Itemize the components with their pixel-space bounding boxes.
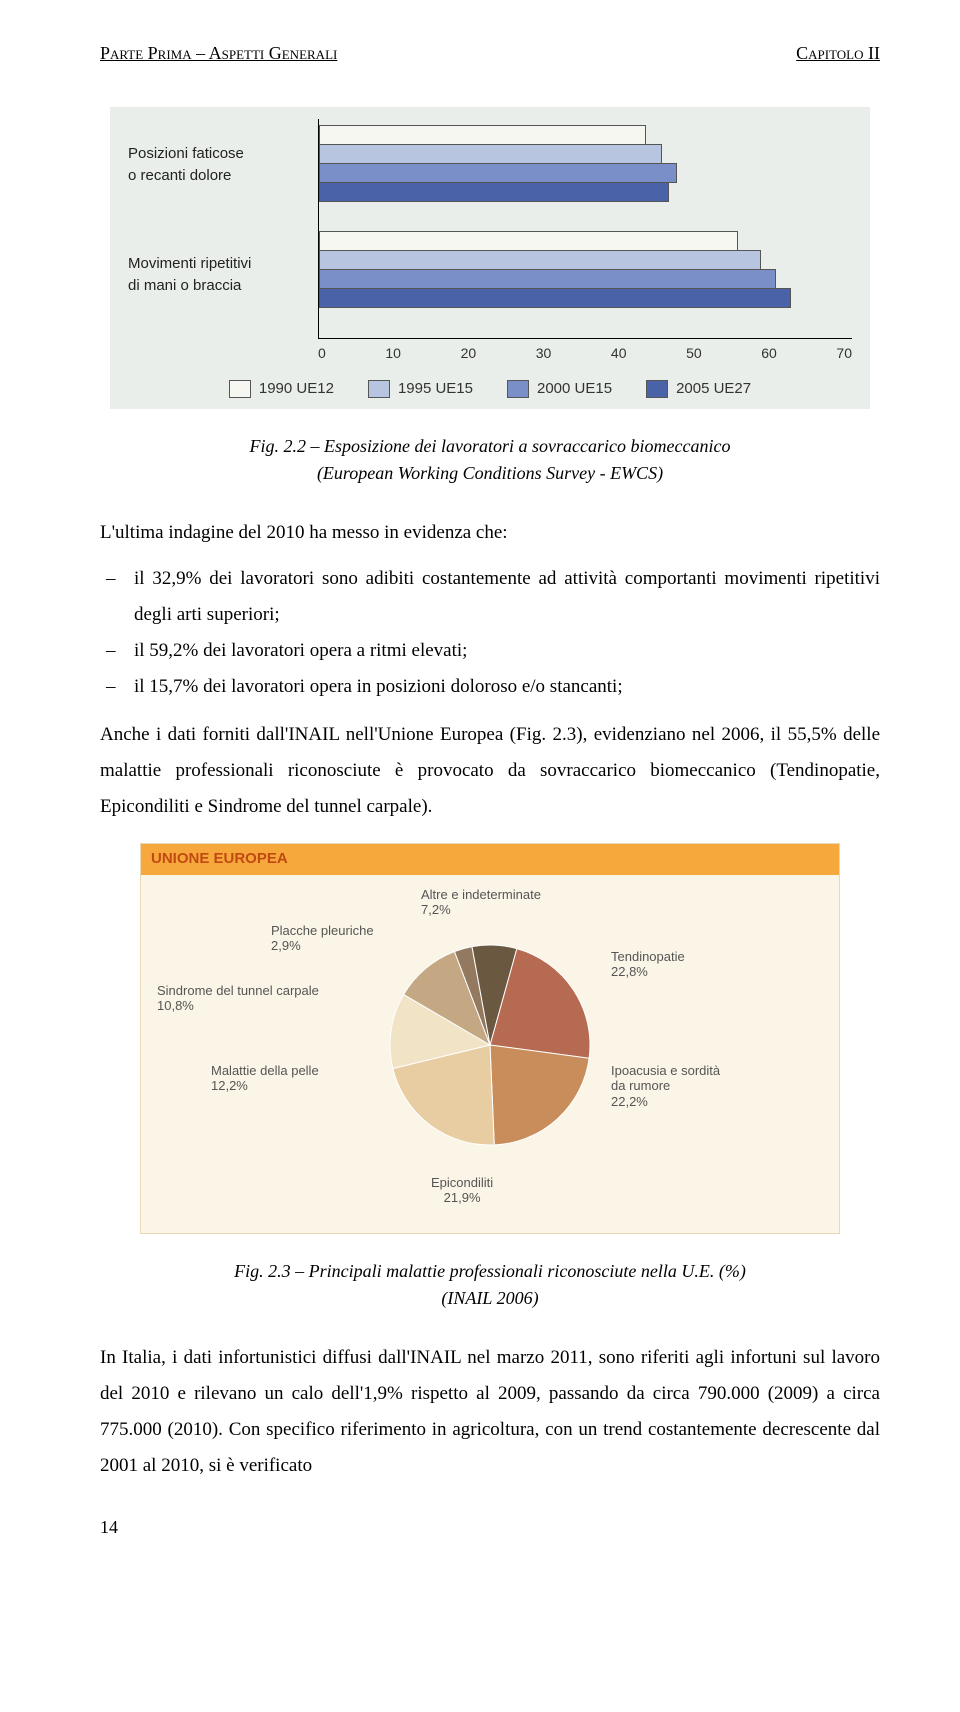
pie-slice-name: Sindrome del tunnel carpale	[157, 983, 319, 999]
pie-slice-pct: 21,9%	[431, 1190, 493, 1206]
x-tick-label: 30	[536, 343, 552, 364]
legend-swatch	[368, 380, 390, 398]
pie-slice-name: Altre e indeterminate	[421, 887, 541, 903]
legend-item: 2005 UE27	[646, 378, 751, 401]
bullet-item: il 59,2% dei lavoratori opera a ritmi el…	[100, 633, 880, 669]
legend-item: 1995 UE15	[368, 378, 473, 401]
fig1-line1: Fig. 2.2 – Esposizione dei lavoratori a …	[250, 436, 731, 456]
bar	[319, 125, 646, 145]
bar	[319, 250, 761, 270]
x-tick-label: 0	[318, 343, 326, 364]
pie-slice-name: Tendinopatie	[611, 949, 685, 965]
pie-slice-pct: 22,2%	[611, 1094, 720, 1110]
paragraph-intro: L'ultima indagine del 2010 ha messo in e…	[100, 515, 880, 551]
pie-slice-label: Altre e indeterminate7,2%	[421, 887, 541, 918]
pie-slice-label: Epicondiliti21,9%	[431, 1175, 493, 1206]
legend-label: 1995 UE15	[398, 378, 473, 401]
pie-svg	[380, 935, 600, 1155]
pie-slice-pct: 2,9%	[271, 938, 374, 954]
pie-chart: UNIONE EUROPEA Tendinopatie22,8% Ipoacusi…	[140, 843, 840, 1234]
bar-chart: Posizioni faticose o recanti dolore Movim…	[110, 107, 870, 409]
pie-slice-name: Epicondiliti	[431, 1175, 493, 1191]
legend-item: 1990 UE12	[229, 378, 334, 401]
bar-group	[319, 119, 852, 207]
x-tick-label: 60	[761, 343, 777, 364]
header-right: Capitolo II	[796, 40, 880, 67]
legend-item: 2000 UE15	[507, 378, 612, 401]
legend-label: 2000 UE15	[537, 378, 612, 401]
bar	[319, 163, 677, 183]
x-tick-label: 70	[836, 343, 852, 364]
pie-slice-label: Ipoacusia e sordità da rumore22,2%	[611, 1063, 720, 1110]
pie-slice	[490, 1045, 589, 1145]
figure-caption-1: Fig. 2.2 – Esposizione dei lavoratori a …	[100, 433, 880, 487]
pie-slice-label: Sindrome del tunnel carpale10,8%	[157, 983, 319, 1014]
x-tick-label: 40	[611, 343, 627, 364]
bullet-item: il 15,7% dei lavoratori opera in posizio…	[100, 669, 880, 705]
pie-slice-pct: 7,2%	[421, 902, 541, 918]
pie-slice-pct: 22,8%	[611, 964, 685, 980]
bar-group	[319, 225, 852, 313]
bullet-list: il 32,9% dei lavoratori sono adibiti cos…	[100, 561, 880, 705]
legend-label: 1990 UE12	[259, 378, 334, 401]
page-header: Parte Prima – Aspetti Generali Capitolo …	[100, 40, 880, 67]
fig2-line2: (INAIL 2006)	[441, 1288, 538, 1308]
x-tick-label: 10	[385, 343, 401, 364]
pie-title: UNIONE EUROPEA	[141, 844, 839, 875]
bar	[319, 231, 738, 251]
legend-swatch	[507, 380, 529, 398]
bar	[319, 269, 776, 289]
bar	[319, 182, 669, 202]
pie-slice-name: Malattie della pelle	[211, 1063, 319, 1079]
pie-slice-name: Placche pleuriche	[271, 923, 374, 939]
bar	[319, 288, 791, 308]
bar-category-label: Movimenti ripetitivi di mani o braccia	[128, 229, 318, 321]
figure-caption-2: Fig. 2.3 – Principali malattie professio…	[100, 1258, 880, 1312]
header-left: Parte Prima – Aspetti Generali	[100, 40, 337, 67]
bar-category-label: Posizioni faticose o recanti dolore	[128, 119, 318, 211]
legend-label: 2005 UE27	[676, 378, 751, 401]
pie-slice-pct: 10,8%	[157, 998, 319, 1014]
pie-slice-name: Ipoacusia e sordità da rumore	[611, 1063, 720, 1094]
pie-slice-label: Malattie della pelle12,2%	[211, 1063, 319, 1094]
pie-slice-pct: 12,2%	[211, 1078, 319, 1094]
legend-swatch	[646, 380, 668, 398]
bullet-item: il 32,9% dei lavoratori sono adibiti cos…	[100, 561, 880, 633]
legend-swatch	[229, 380, 251, 398]
pie-slice-label: Tendinopatie22,8%	[611, 949, 685, 980]
paragraph-3: In Italia, i dati infortunistici diffusi…	[100, 1340, 880, 1484]
bar	[319, 144, 662, 164]
x-tick-label: 50	[686, 343, 702, 364]
paragraph-2: Anche i dati forniti dall'INAIL nell'Uni…	[100, 717, 880, 825]
fig2-line1: Fig. 2.3 – Principali malattie professio…	[234, 1261, 746, 1281]
page-number: 14	[100, 1514, 880, 1541]
fig1-line2: (European Working Conditions Survey - EW…	[317, 463, 663, 483]
x-tick-label: 20	[461, 343, 477, 364]
pie-slice-label: Placche pleuriche2,9%	[271, 923, 374, 954]
